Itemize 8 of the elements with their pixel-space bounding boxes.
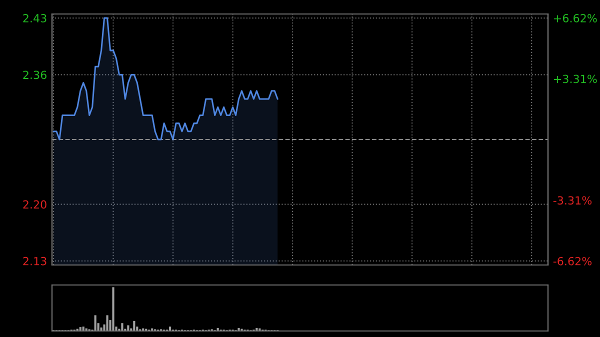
y-tick-label: 2.43 [23, 14, 46, 22]
y-tick-label: 2.13 [23, 256, 46, 266]
y2-tick-label: +6.62% [554, 14, 597, 22]
y-tick-label: 2.20 [23, 200, 46, 209]
y2-tick-label: -3.31% [553, 196, 592, 205]
y-tick-label: 2.36 [23, 70, 46, 80]
y2-tick-label: -6.62% [553, 256, 592, 266]
y2-tick-label: +3.31% [554, 74, 597, 84]
